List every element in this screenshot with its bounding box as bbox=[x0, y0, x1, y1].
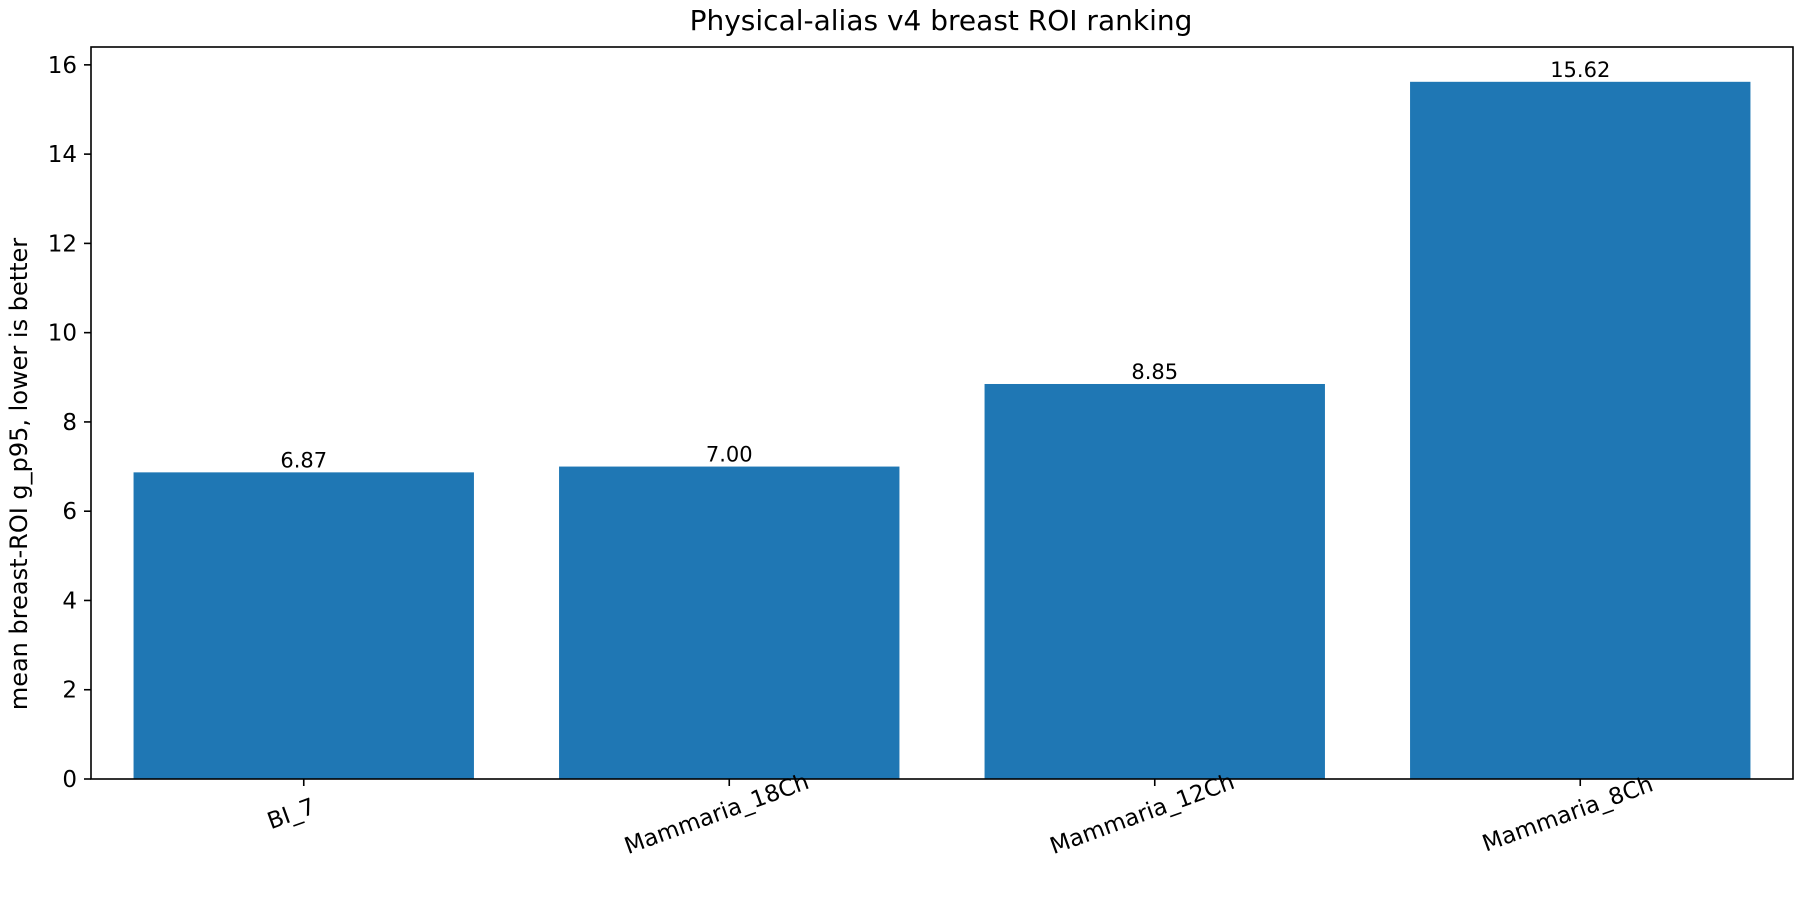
x-tick-label: Mammaria_8Ch bbox=[1479, 771, 1657, 857]
y-tick-label: 16 bbox=[48, 53, 77, 79]
y-tick-label: 2 bbox=[62, 678, 77, 704]
bar-mammaria-8ch bbox=[1410, 81, 1751, 779]
x-tick-label: BI_7 bbox=[264, 794, 319, 835]
bar-mammaria-12ch bbox=[984, 383, 1325, 779]
x-tick-label: Mammaria_18Ch bbox=[621, 769, 812, 860]
y-tick-label: 4 bbox=[62, 588, 77, 614]
plot-frame bbox=[90, 46, 1794, 780]
data-label: 15.62 bbox=[1550, 58, 1610, 82]
y-tick-label: 0 bbox=[62, 767, 77, 793]
y-tick-label: 6 bbox=[62, 499, 77, 525]
y-tick-label: 14 bbox=[48, 142, 77, 168]
bar-bi-7 bbox=[133, 472, 474, 779]
y-axis-label: mean breast-ROI g_p95, lower is better bbox=[5, 238, 33, 710]
x-tick-label: Mammaria_12Ch bbox=[1047, 769, 1238, 860]
data-label: 8.85 bbox=[1131, 360, 1178, 384]
data-label: 6.87 bbox=[280, 448, 327, 472]
chart-title: Physical-alias v4 breast ROI ranking bbox=[690, 4, 1193, 37]
data-label: 7.00 bbox=[706, 443, 753, 467]
y-tick-label: 12 bbox=[48, 231, 77, 257]
bar-mammaria-18ch bbox=[559, 466, 900, 779]
y-tick-label: 10 bbox=[48, 321, 77, 347]
y-tick-label: 8 bbox=[62, 410, 77, 436]
